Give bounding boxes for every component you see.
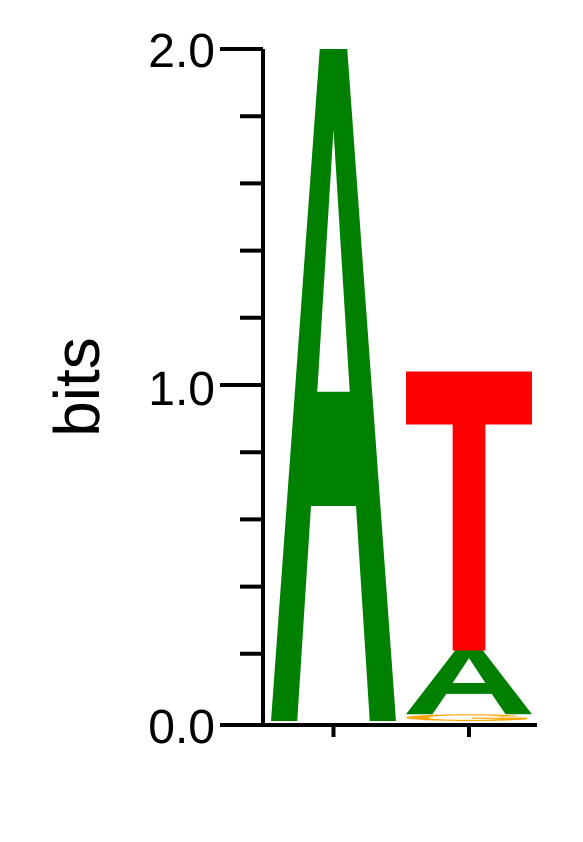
letter-A-position-2 bbox=[406, 650, 532, 715]
letter-T-position-2 bbox=[406, 371, 532, 651]
letter-A-position-1 bbox=[271, 49, 396, 721]
y-axis-ticks bbox=[220, 47, 263, 727]
chart-axes: 2.0 1.0 0.0 bits bbox=[41, 25, 537, 754]
letter-G-position-2 bbox=[406, 714, 527, 721]
y-tick-label-1: 1.0 bbox=[148, 363, 215, 416]
x-axis-ticks bbox=[331, 725, 471, 737]
y-tick-label-0: 0.0 bbox=[148, 701, 215, 754]
y-tick-label-2: 2.0 bbox=[148, 25, 215, 78]
logo-letters bbox=[271, 49, 532, 721]
y-axis-title: bits bbox=[41, 337, 113, 437]
